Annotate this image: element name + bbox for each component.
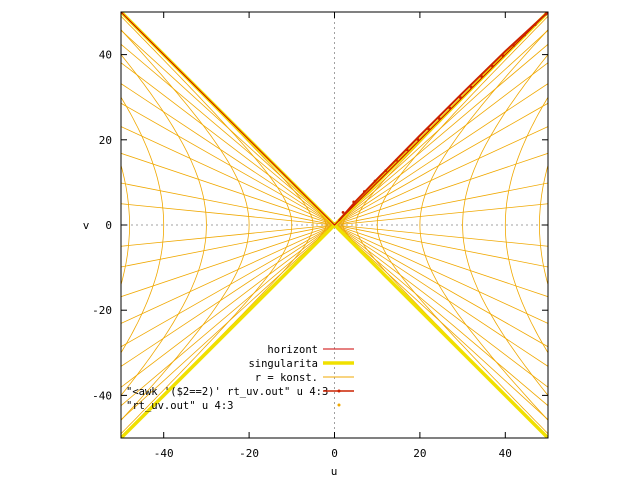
- legend-label: "<awk '($2==2)' rt_uv.out" u 4:3: [126, 386, 328, 398]
- y-tick-label: -40: [92, 389, 112, 402]
- r-konst-curve-right-2: [355, 12, 548, 438]
- awk-series-point: [512, 43, 516, 47]
- legend-marker: [337, 389, 341, 393]
- awk-series-point: [384, 169, 388, 173]
- awk-series-point: [395, 158, 398, 162]
- awk-series-point: [373, 179, 377, 183]
- awk-series-point: [459, 96, 462, 99]
- y-axis-label: v: [83, 219, 90, 232]
- r-konst-curve-right-4: [419, 29, 548, 421]
- r-konst-curve-left-5: [121, 53, 207, 397]
- r-konst-curve-right-6: [504, 96, 548, 354]
- awk-series-point: [480, 75, 484, 79]
- r-konst-curve-left-3: [121, 15, 293, 435]
- legend-label: "rt_uv.out" u 4:3: [126, 400, 233, 412]
- awk-series-point: [544, 12, 548, 16]
- awk-series-point: [405, 148, 409, 152]
- legend-label: singularita: [248, 358, 318, 370]
- r-konst-curve-left-7: [121, 163, 130, 287]
- x-axis-label: u: [331, 465, 338, 478]
- x-tick-label: -40: [154, 447, 174, 460]
- y-tick-label: -20: [92, 304, 112, 317]
- x-tick-label: 0: [331, 447, 338, 460]
- awk-series-point: [448, 106, 452, 110]
- r-konst-curve-left-6: [121, 96, 165, 354]
- legend-label: r = konst.: [255, 372, 318, 384]
- awk-series-point: [437, 117, 441, 120]
- plot-area: [121, 12, 548, 438]
- horizont-line: [121, 12, 548, 226]
- awk-series-point: [416, 137, 420, 141]
- x-tick-label: 20: [413, 447, 426, 460]
- y-tick-label: 0: [105, 219, 112, 232]
- legend-marker: [337, 403, 341, 407]
- y-tick-label: 20: [99, 134, 112, 147]
- x-tick-label: -20: [239, 447, 259, 460]
- zero-axes: [121, 12, 548, 438]
- awk-series-point: [491, 64, 494, 68]
- r-konst-curve-right-7: [539, 163, 548, 287]
- awk-series-point: [469, 85, 473, 89]
- r-konst-curve-left-4: [121, 29, 250, 421]
- awk-series-point: [352, 200, 356, 204]
- r-konst-curve-right-3: [376, 15, 548, 435]
- awk-series-point: [501, 54, 505, 58]
- awk-series-point: [427, 127, 430, 131]
- legend: horizont singularita r = konst. "<awk '($2=…: [126, 344, 354, 412]
- tick-labels: -40 -20 0 20 40 -40 -20 0 20 40: [92, 49, 512, 460]
- awk-series-point: [523, 33, 526, 37]
- awk-series-point: [341, 210, 345, 214]
- x-tick-label: 40: [499, 447, 512, 460]
- legend-label: horizont: [267, 344, 318, 356]
- awk-series-line: [338, 12, 548, 222]
- y-tick-label: 40: [99, 49, 112, 62]
- awk-series-point: [362, 190, 366, 193]
- axis-ticks: [121, 12, 548, 438]
- r-konst-curve-right-5: [462, 53, 548, 397]
- awk-series-point: [533, 23, 537, 26]
